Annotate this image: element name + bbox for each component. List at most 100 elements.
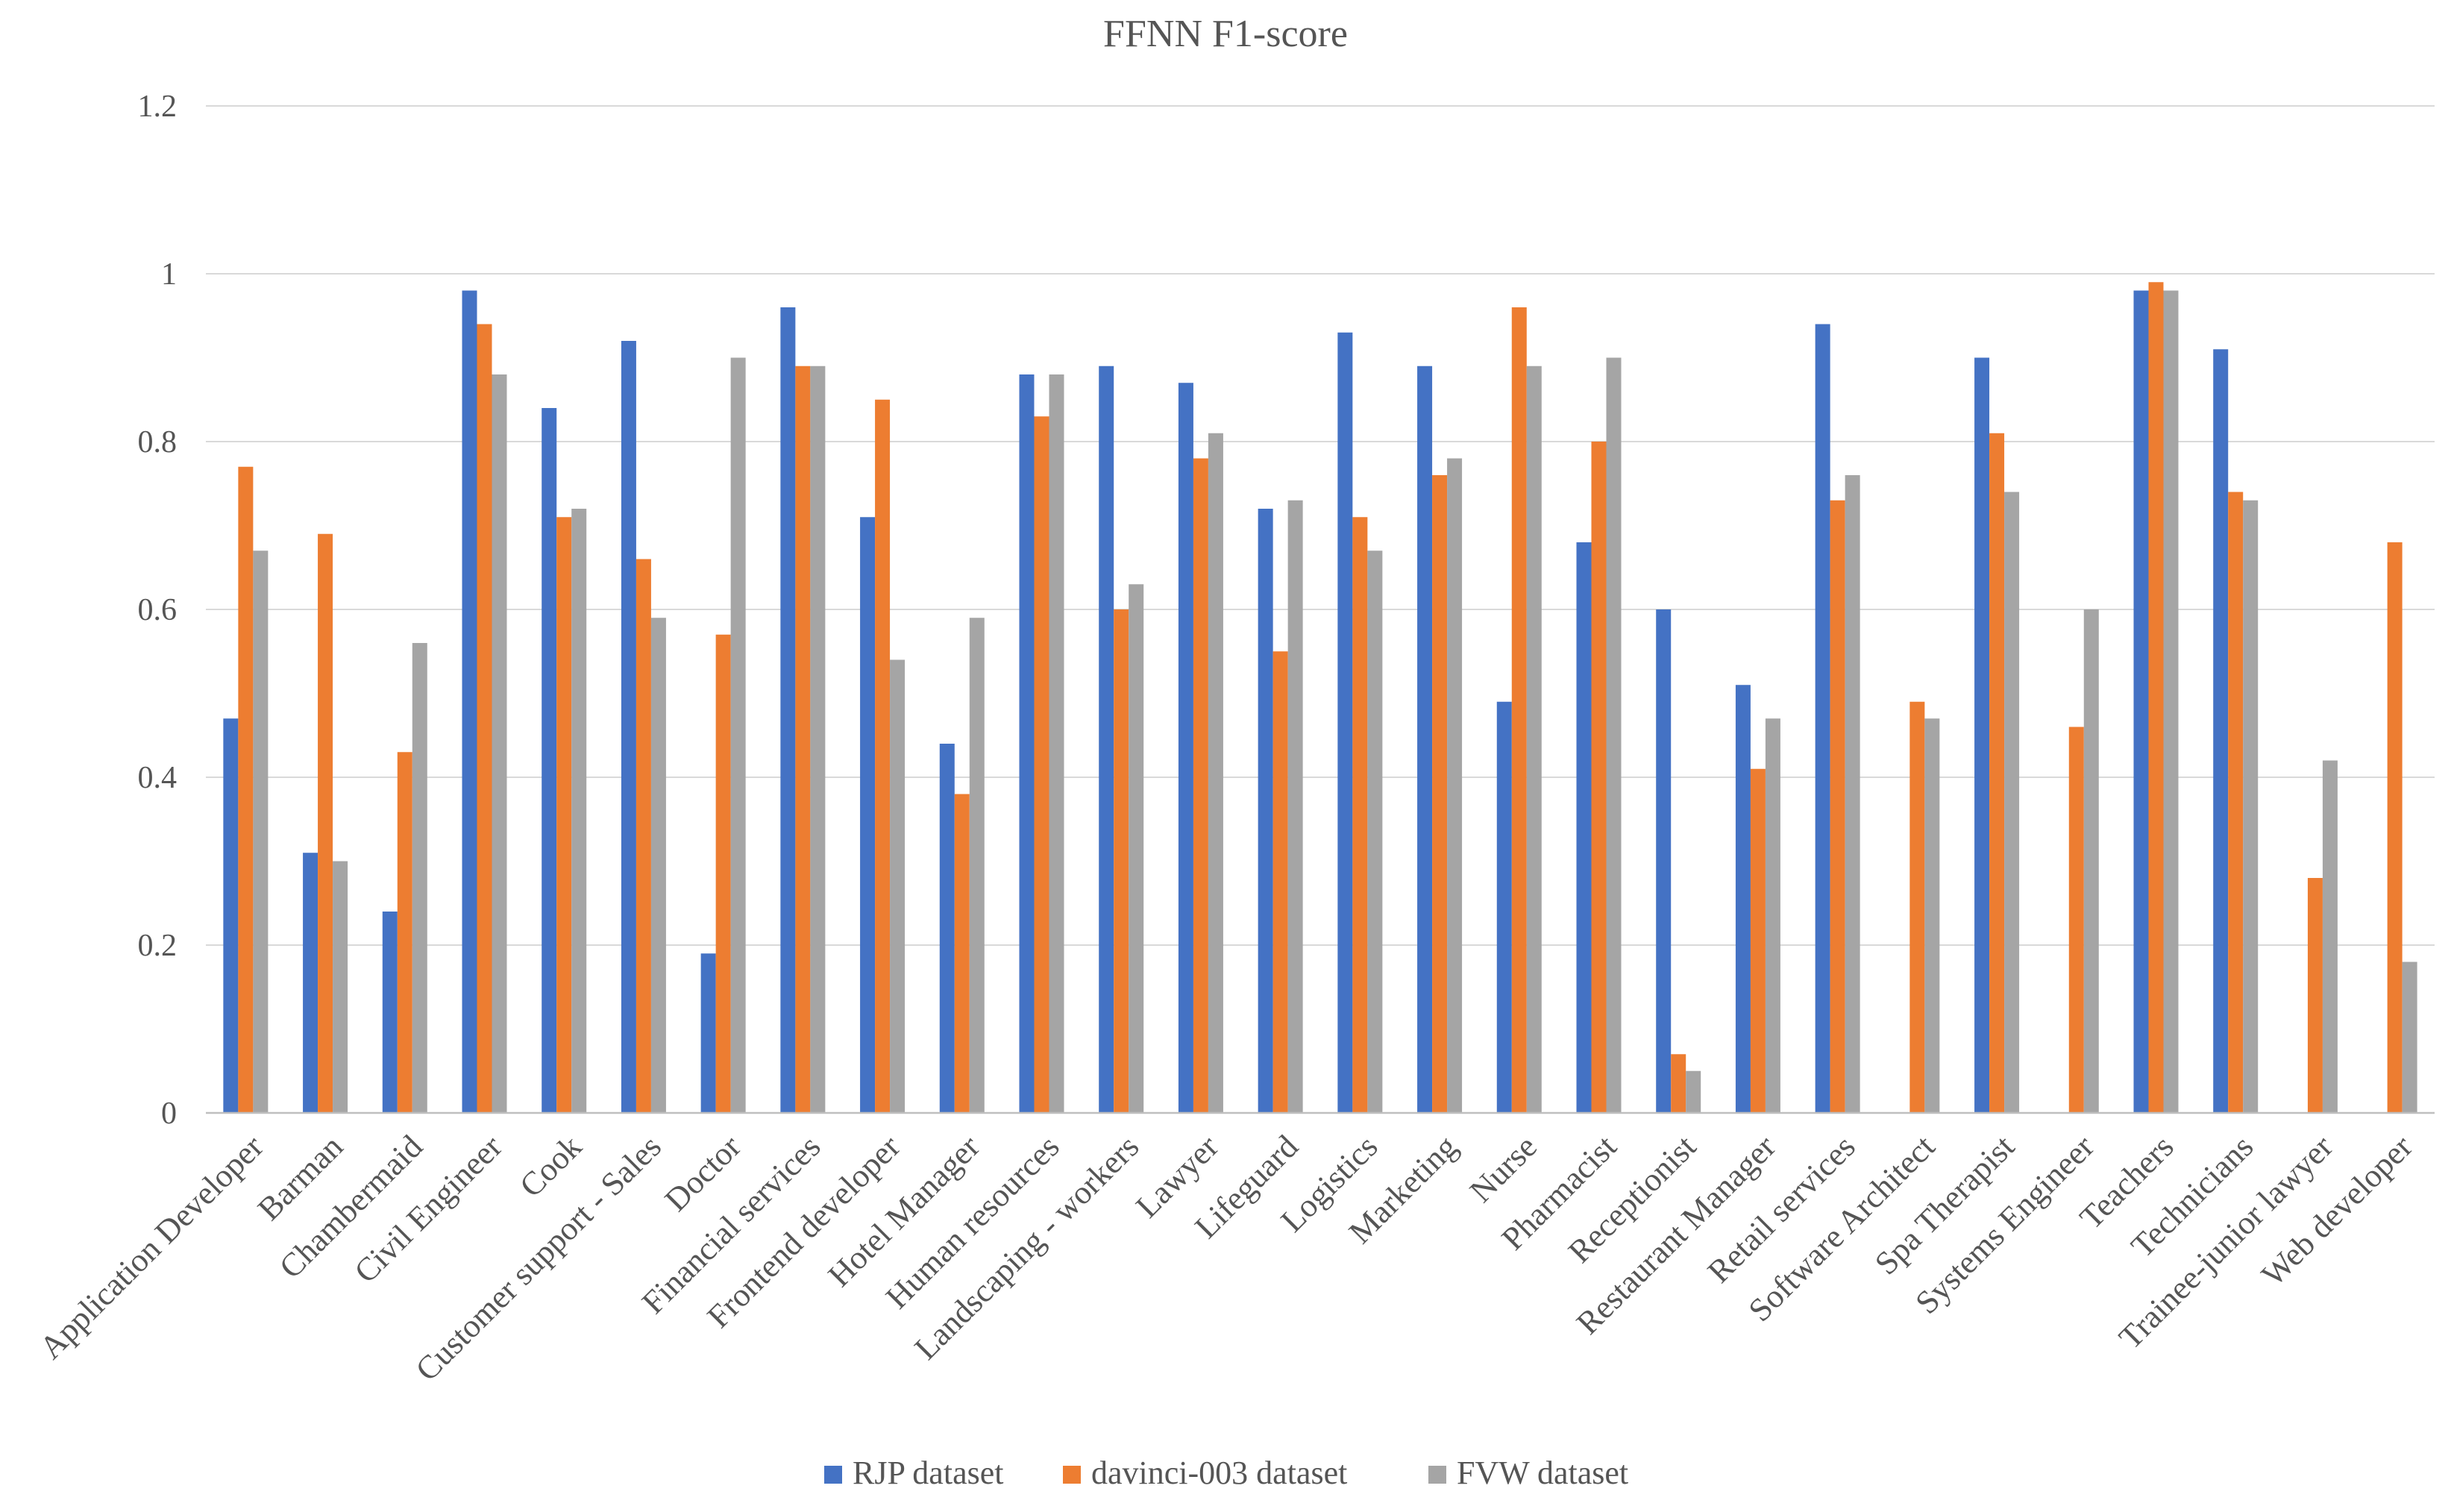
bar-group	[1909, 701, 1940, 1113]
legend-item: FVW dataset	[1428, 1455, 1628, 1491]
bar	[795, 366, 811, 1113]
bar	[810, 366, 826, 1113]
bar-group	[2213, 349, 2259, 1113]
bar-group	[303, 533, 348, 1113]
bar	[1974, 357, 1990, 1113]
bar	[2228, 492, 2244, 1113]
y-tick-label: 0	[161, 1097, 177, 1131]
bar	[1352, 517, 1368, 1113]
y-tick-label: 1	[161, 257, 177, 292]
bar-group	[1576, 357, 1622, 1113]
legend-label: RJP dataset	[853, 1455, 1003, 1491]
bar	[412, 643, 427, 1113]
bar-group	[1417, 366, 1463, 1113]
bar	[2004, 492, 2020, 1113]
legend-item: davinci-003 dataset	[1063, 1455, 1347, 1491]
bar	[1287, 500, 1303, 1113]
bar	[1129, 584, 1144, 1113]
bar	[382, 912, 398, 1113]
bar	[1591, 442, 1607, 1113]
bar	[477, 324, 492, 1113]
bar	[1447, 458, 1463, 1113]
bar	[318, 533, 333, 1113]
bar	[1765, 718, 1780, 1113]
bar	[556, 517, 572, 1113]
bar	[1049, 374, 1064, 1113]
bar	[1686, 1070, 1701, 1113]
bar	[1034, 416, 1049, 1113]
bar-group	[1099, 366, 1144, 1113]
bar	[2148, 282, 2164, 1113]
bar	[860, 517, 876, 1113]
bars	[223, 282, 2417, 1113]
bar-group	[1019, 374, 1064, 1113]
bar	[1367, 550, 1383, 1113]
gridlines	[206, 105, 2435, 946]
bar-group	[1337, 332, 1383, 1113]
bar	[1432, 475, 1448, 1113]
bar	[1606, 357, 1622, 1113]
bar	[1735, 685, 1751, 1113]
legend-label: FVW dataset	[1457, 1455, 1628, 1491]
bar	[542, 408, 557, 1113]
x-axis-categories: Application DeveloperBarmanChambermaidCi…	[33, 1128, 2420, 1388]
bar	[492, 374, 507, 1113]
bar	[2068, 727, 2084, 1113]
bar	[571, 509, 587, 1113]
bar	[1830, 500, 1845, 1113]
bar	[1750, 768, 1766, 1113]
bar	[253, 550, 269, 1113]
bar	[1511, 307, 1527, 1113]
legend-item: RJP dataset	[824, 1455, 1003, 1491]
bar	[730, 357, 746, 1113]
bar-group	[939, 618, 985, 1113]
bar	[303, 853, 318, 1113]
bar	[333, 861, 348, 1113]
bar	[2402, 962, 2417, 1113]
bar	[1099, 366, 1114, 1113]
bar	[1417, 366, 1433, 1113]
bar	[1114, 609, 1129, 1113]
bar	[1258, 509, 1273, 1113]
bar-group	[780, 307, 826, 1113]
bar	[397, 752, 412, 1113]
bar	[890, 659, 906, 1113]
bar-group	[1735, 685, 1780, 1113]
y-tick-label: 0.2	[138, 929, 178, 963]
bar	[1208, 433, 1223, 1113]
bar-group	[1178, 383, 1223, 1113]
legend-swatch	[1428, 1466, 1446, 1484]
bar	[1845, 475, 1860, 1113]
bar	[2243, 500, 2259, 1113]
bar	[700, 953, 716, 1113]
bar	[780, 307, 796, 1113]
bar	[635, 559, 651, 1113]
bar	[1671, 1054, 1686, 1113]
bar	[1496, 701, 1512, 1113]
bar	[650, 618, 666, 1113]
bar	[1337, 332, 1353, 1113]
bar	[2387, 542, 2403, 1113]
bar	[1526, 366, 1542, 1113]
bar	[954, 794, 970, 1113]
bar-group	[382, 643, 427, 1113]
x-category-label: Application Developer	[33, 1128, 271, 1366]
bar	[1193, 458, 1208, 1113]
bar-group	[1656, 609, 1701, 1113]
bar-group	[860, 399, 906, 1113]
bar	[875, 399, 891, 1113]
bar-group	[2133, 282, 2179, 1113]
bar	[1656, 609, 1672, 1113]
bar-group	[542, 408, 587, 1113]
bar-group	[223, 466, 269, 1113]
bar	[939, 744, 955, 1113]
bar-group	[1815, 324, 1860, 1113]
bar	[1989, 433, 2005, 1113]
bar-group	[1258, 500, 1303, 1113]
y-tick-label: 0.6	[138, 593, 178, 627]
bar	[2322, 760, 2338, 1113]
bar-group	[621, 341, 666, 1113]
bar-group	[462, 290, 507, 1113]
bar-group	[2307, 760, 2338, 1113]
